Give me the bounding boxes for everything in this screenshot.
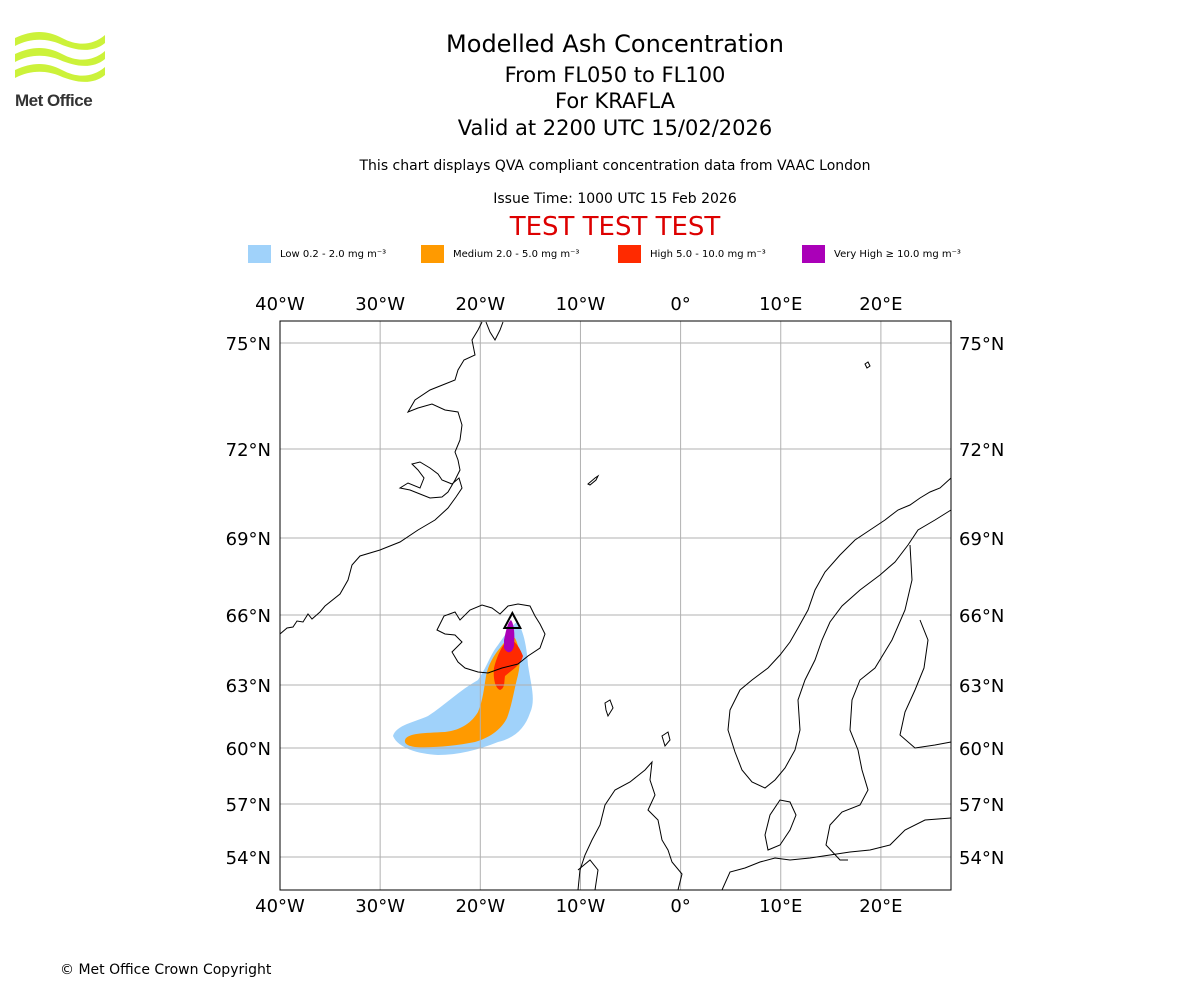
coast-shetland xyxy=(661,731,671,748)
chart-description: This chart displays QVA compliant concen… xyxy=(359,158,871,174)
coast-greenland-fjord xyxy=(485,321,504,342)
legend-item-medium: Medium 2.0 - 5.0 mg m⁻³ xyxy=(421,244,579,264)
lon-label-bottom: 40°W xyxy=(255,896,305,917)
ash-plume xyxy=(393,620,533,755)
coast-germany xyxy=(721,817,952,891)
lat-label-right: 75°N xyxy=(959,334,1004,355)
coast-finland xyxy=(899,619,952,749)
lat-label-right: 60°N xyxy=(959,739,1004,760)
lat-label-left: 54°N xyxy=(226,848,271,869)
lon-label-bottom: 0° xyxy=(670,896,690,917)
legend-item-high: High 5.0 - 10.0 mg m⁻³ xyxy=(618,244,766,264)
lon-label-top: 30°W xyxy=(355,294,405,315)
flight-levels: From FL050 to FL100 xyxy=(504,63,726,87)
lat-label-right: 72°N xyxy=(959,440,1004,461)
met-office-logo-icon xyxy=(15,32,105,82)
coast-norway xyxy=(727,477,952,789)
chart-title: Modelled Ash Concentration xyxy=(446,30,784,58)
legend-label-high: High 5.0 - 10.0 mg m⁻³ xyxy=(650,248,766,260)
lon-label-top: 20°W xyxy=(455,294,505,315)
lat-label-right: 63°N xyxy=(959,676,1004,697)
coast-ireland xyxy=(577,859,599,891)
coast-scotland-england xyxy=(577,760,683,891)
lon-label-bottom: 30°W xyxy=(355,896,405,917)
coast-iceland xyxy=(436,603,546,674)
legend-swatch-high xyxy=(618,245,641,263)
coast-greenland xyxy=(279,321,483,635)
volcano-name: For KRAFLA xyxy=(555,89,675,113)
lon-label-bottom: 20°E xyxy=(859,896,902,917)
issue-time: Issue Time: 1000 UTC 15 Feb 2026 xyxy=(493,191,737,207)
volcano-triangle-icon xyxy=(502,610,523,629)
lat-label-left: 75°N xyxy=(226,334,271,355)
lon-label-bottom: 10°E xyxy=(759,896,802,917)
lon-label-top: 20°E xyxy=(859,294,902,315)
legend-swatch-very-high xyxy=(802,245,825,263)
lon-label-bottom: 20°W xyxy=(455,896,505,917)
lon-label-top: 10°E xyxy=(759,294,802,315)
test-banner: TEST TEST TEST xyxy=(509,212,721,242)
legend-swatch-low xyxy=(248,245,271,263)
lat-label-right: 54°N xyxy=(959,848,1004,869)
coast-jan-mayen xyxy=(587,474,600,486)
valid-time: Valid at 2200 UTC 15/02/2026 xyxy=(457,116,773,140)
lat-label-left: 63°N xyxy=(226,676,271,697)
coastlines xyxy=(279,321,952,891)
lon-label-top: 40°W xyxy=(255,294,305,315)
lon-label-bottom: 10°W xyxy=(556,896,606,917)
ash-medium-region xyxy=(404,636,520,748)
coast-sweden xyxy=(825,544,913,861)
coast-faroe xyxy=(604,699,614,718)
axis-labels: 40°W 40°W 30°W 30°W 20°W 20°W 10°W 10°W 0° 0° 10°E… xyxy=(226,294,1005,917)
map-frame xyxy=(279,320,952,891)
lon-label-top: 10°W xyxy=(556,294,606,315)
logo-text: Met Office xyxy=(15,91,93,110)
lat-label-left: 69°N xyxy=(226,529,271,550)
legend-label-low: Low 0.2 - 2.0 mg m⁻³ xyxy=(280,248,387,260)
lat-label-right: 57°N xyxy=(959,795,1004,816)
coast-denmark xyxy=(764,799,797,851)
lat-label-left: 60°N xyxy=(226,739,271,760)
legend-label-medium: Medium 2.0 - 5.0 mg m⁻³ xyxy=(453,248,580,260)
lat-label-right: 69°N xyxy=(959,529,1004,550)
map-plot-area xyxy=(279,321,952,891)
lon-label-top: 0° xyxy=(670,294,690,315)
legend-swatch-medium xyxy=(421,245,444,263)
legend-label-very-high: Very High ≥ 10.0 mg m⁻³ xyxy=(834,248,961,260)
lat-label-left: 72°N xyxy=(226,440,271,461)
coast-bear-island xyxy=(864,361,871,369)
lat-label-left: 57°N xyxy=(226,795,271,816)
legend-item-very-high: Very High ≥ 10.0 mg m⁻³ xyxy=(802,244,961,264)
lat-label-right: 66°N xyxy=(959,606,1004,627)
lat-label-left: 66°N xyxy=(226,606,271,627)
graticule xyxy=(279,321,951,890)
legend-item-low: Low 0.2 - 2.0 mg m⁻³ xyxy=(248,244,386,264)
ash-high-region xyxy=(493,639,523,690)
copyright: © Met Office Crown Copyright xyxy=(60,962,272,978)
